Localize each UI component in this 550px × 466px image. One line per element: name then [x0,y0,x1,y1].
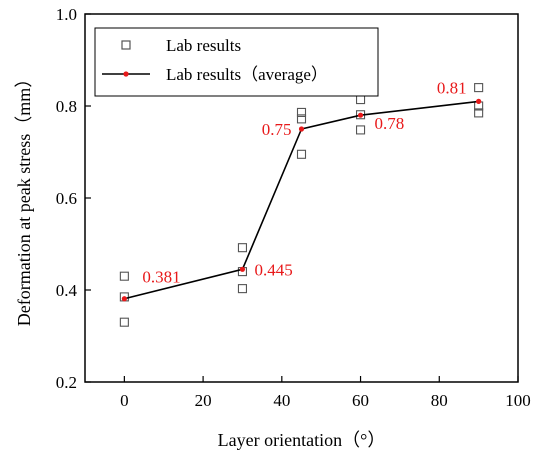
legend-line-label: Lab results（average） [166,65,328,84]
y-tick-label: 1.0 [56,5,77,24]
average-point [298,126,305,132]
scatter-point [474,108,484,118]
y-tick-label: 0.8 [56,97,77,116]
data-label: 0.81 [437,78,467,97]
legend-scatter-marker [121,40,131,50]
scatter-point [119,271,129,281]
x-tick-label: 20 [195,391,212,410]
axes-layer: 0 20 40 60 80 100 0.2 0.4 0.6 0.8 1.0 [56,5,531,410]
x-axis-title: Layer orientation（°） [218,430,386,450]
y-axis-title: Deformation at peak stress（mm） [14,70,34,326]
data-label: 0.78 [375,114,405,133]
average-point [476,98,482,104]
legend: Lab results Lab results（average） [94,27,379,97]
data-label: 0.445 [254,260,292,279]
scatter-point [296,114,307,124]
scatter-point [119,317,129,327]
data-label: 0.75 [262,120,292,139]
data-label: 0.381 [142,268,180,287]
average-point [239,266,246,272]
scatter-point [296,107,307,117]
scatter-point [237,284,248,294]
x-tick-label: 60 [352,391,369,410]
x-tick-label: 0 [120,391,129,410]
y-tick-label: 0.2 [56,373,77,392]
average-point [121,296,127,302]
average-point [357,112,364,118]
scatter-point [355,125,366,135]
legend-scatter-label: Lab results [166,36,241,55]
legend-box [94,27,379,97]
legend-line-marker [123,71,129,77]
x-tick-label: 40 [273,391,290,410]
scatter-point [474,83,484,93]
y-tick-label: 0.6 [56,189,77,208]
x-tick-label: 100 [505,391,531,410]
scatter-point [296,149,307,159]
scatter-point [355,95,366,105]
y-tick-label: 0.4 [56,281,78,300]
x-tick-label: 80 [431,391,448,410]
scatter-point [237,243,248,253]
plot-layer: 0.381 0.445 0.75 0.78 0.81 [119,78,484,327]
